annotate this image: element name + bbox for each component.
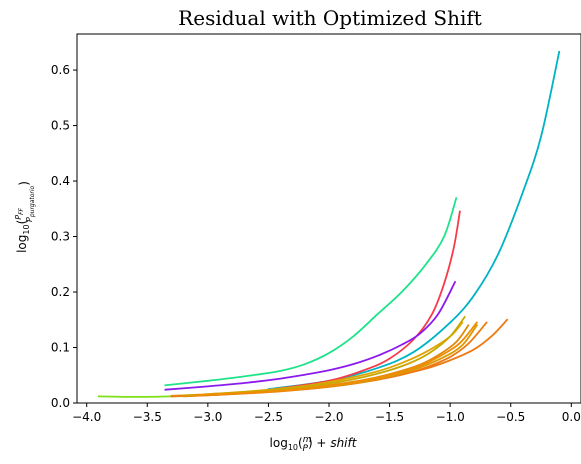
x-tick-label: −1.5	[375, 410, 404, 424]
y-axis-title: log10(PFFPpurgatorio)	[14, 181, 36, 253]
x-axis: −4.0 −3.5 −3.0 −2.5 −2.0 −1.5 −1.0 −0.5 0.0	[72, 403, 581, 424]
y-tick-label: 0.5	[51, 119, 70, 133]
x-tick-label: −4.0	[72, 410, 101, 424]
series-line-11	[206, 315, 466, 396]
plot-area	[97, 50, 561, 398]
series-line-3	[273, 210, 461, 391]
axes-frame	[76, 33, 581, 404]
x-tick-label: −3.5	[133, 410, 162, 424]
x-tick-label: −1.0	[436, 410, 465, 424]
y-tick-label: 0.1	[51, 341, 70, 355]
series-line-1	[267, 50, 561, 391]
y-tick-label: 0.6	[51, 63, 70, 77]
y-tick-label: 0.0	[51, 396, 70, 410]
series-line-4	[164, 280, 457, 391]
series-line-12	[194, 321, 479, 397]
x-tick-label: −0.5	[496, 410, 525, 424]
x-tick-label: −3.0	[193, 410, 222, 424]
x-tick-label: 0.0	[562, 410, 581, 424]
y-tick-label: 0.4	[51, 174, 70, 188]
x-tick-label: −2.0	[314, 410, 343, 424]
y-tick-label: 0.3	[51, 230, 70, 244]
x-axis-title: log10(m P) + shift	[270, 435, 358, 454]
y-axis: 0.0 0.1 0.2 0.3 0.4 0.5 0.6	[51, 63, 77, 410]
series-line-2	[164, 197, 458, 387]
y-tick-label: 0.2	[51, 285, 70, 299]
chart-title: Residual with Optimized Shift	[178, 6, 482, 30]
x-tick-label: −2.5	[254, 410, 283, 424]
